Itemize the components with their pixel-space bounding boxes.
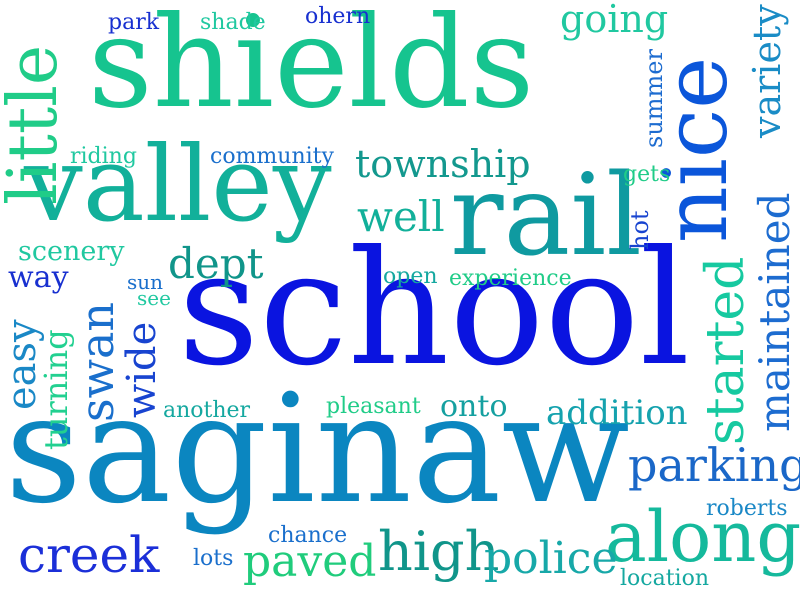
word-riding: riding xyxy=(70,144,137,169)
word-started: started xyxy=(696,256,756,445)
word-high: high xyxy=(378,520,500,583)
word-shade: shade xyxy=(200,10,266,35)
word-turning: turning xyxy=(37,329,75,450)
word-wide: wide xyxy=(119,321,165,418)
word-parking: parking xyxy=(628,438,800,492)
word-swan: swan xyxy=(70,301,124,422)
word-way: way xyxy=(8,260,69,295)
word-chance: chance xyxy=(268,523,348,548)
word-location: location xyxy=(620,566,710,591)
word-township: township xyxy=(355,142,531,186)
word-lots: lots xyxy=(193,546,234,571)
word-dept: dept xyxy=(168,239,264,288)
word-saginaw: saginaw xyxy=(5,363,630,537)
word-another: another xyxy=(163,398,251,423)
word-rail: rail xyxy=(450,151,642,281)
word-going: going xyxy=(560,0,669,41)
word-community: community xyxy=(210,144,334,169)
word-open: open xyxy=(383,264,438,289)
word-creek: creek xyxy=(18,526,160,584)
word-police: police xyxy=(484,533,618,584)
word-along: along xyxy=(605,496,800,578)
word-experience: experience xyxy=(449,266,572,291)
word-gets: gets xyxy=(623,162,671,187)
word-valley: valley xyxy=(24,123,332,245)
word-well: well xyxy=(357,192,445,241)
word-park: park xyxy=(108,10,160,35)
word-hot: hot xyxy=(626,210,654,250)
word-see: see xyxy=(137,286,171,310)
word-variety: variety xyxy=(745,4,789,138)
word-little: little xyxy=(0,44,73,205)
word-maintained: maintained xyxy=(750,192,799,433)
word-paved: paved xyxy=(243,536,377,587)
word-summer: summer xyxy=(640,49,668,148)
word-easy: easy xyxy=(0,319,45,410)
word-onto: onto xyxy=(440,389,508,424)
word-ohern: ohern xyxy=(305,4,371,29)
word-addition: addition xyxy=(546,393,688,433)
word-scenery: scenery xyxy=(18,236,125,267)
word-school: school xyxy=(178,217,691,401)
word-roberts: roberts xyxy=(706,496,788,521)
word-shields: shields xyxy=(88,0,535,136)
word-pleasant: pleasant xyxy=(326,394,421,419)
word-sun: sun xyxy=(127,270,164,294)
